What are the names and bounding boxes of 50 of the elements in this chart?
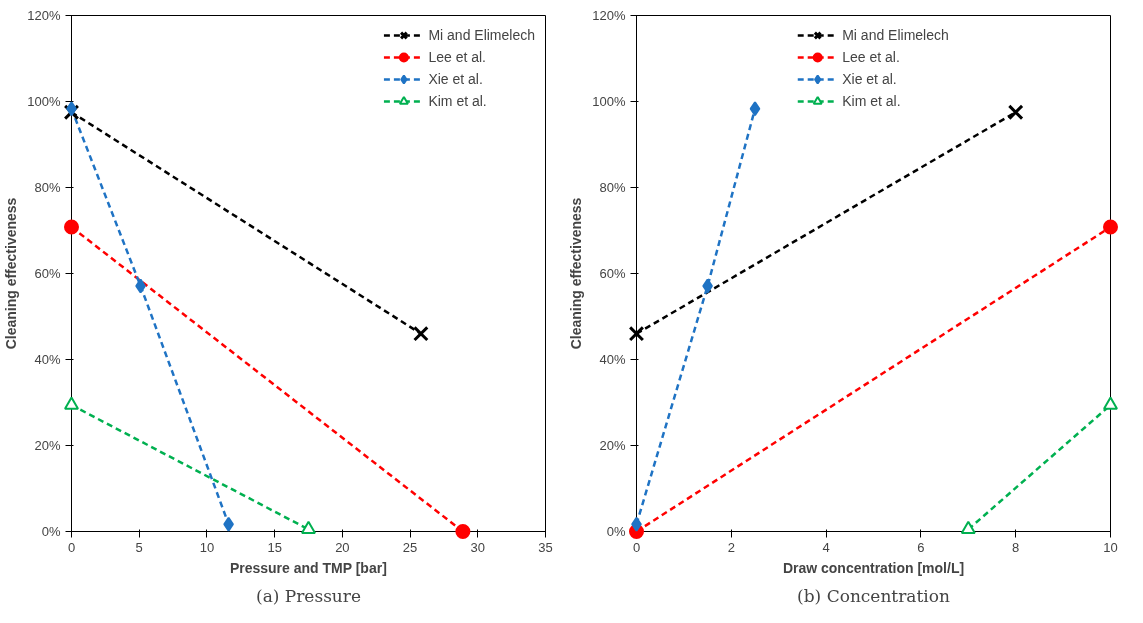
point [1103, 219, 1118, 235]
x-tick-label: 0 [632, 539, 641, 555]
x-tick-label: 4 [822, 539, 830, 555]
point [1007, 104, 1024, 121]
legend-label: Lee et al. [428, 49, 486, 65]
text: (b) Concentration [797, 585, 950, 606]
y-tick-label: 100% [592, 94, 626, 109]
x-tick-label: 0 [67, 539, 76, 555]
legend-label: Mi and Elimelech [842, 27, 949, 43]
x-tick-label: 10 [199, 539, 215, 555]
legend-label: Xie et al. [428, 71, 483, 87]
point [63, 104, 80, 121]
x-tick-label: 5 [135, 539, 143, 555]
point [413, 325, 429, 342]
x-tick-label: 6 [917, 539, 925, 555]
y-tick-label: 40% [599, 352, 626, 367]
legend-label: Kim et al. [428, 93, 487, 109]
legend-label: Xie et al. [842, 71, 897, 87]
y-tick-label: 20% [34, 438, 61, 453]
legend-label: Mi and Elimelech [428, 27, 535, 43]
point [628, 325, 645, 342]
x-tick-label: 30 [470, 539, 486, 555]
y-tick-label: 100% [27, 94, 61, 109]
point [64, 219, 79, 235]
x-tick-label: 25 [402, 539, 418, 555]
legend-label: Lee et al. [842, 49, 900, 65]
y-tick-label: 120% [592, 8, 626, 23]
y-tick-label: 0% [606, 524, 626, 539]
text: (a) Pressure [255, 585, 362, 606]
y-axis-title: Cleaning effectiveness [3, 197, 20, 350]
x-tick-label: 20 [335, 539, 350, 555]
legend-label: Kim et al. [842, 93, 901, 109]
x-tick-label: 10 [1103, 539, 1118, 555]
point [749, 101, 761, 117]
y-tick-label: 80% [34, 180, 61, 195]
y-tick-label: 60% [34, 266, 61, 281]
y-tick-label: 0% [41, 524, 61, 539]
x-axis-title: Draw concentration [mol/L] [782, 559, 965, 576]
x-tick-label: 8 [1012, 539, 1020, 555]
x-tick-label: 15 [267, 539, 282, 555]
y-tick-label: 60% [599, 266, 626, 281]
y-axis-title: Cleaning effectiveness [568, 197, 585, 350]
y-tick-label: 80% [599, 180, 626, 195]
y-tick-label: 20% [599, 438, 626, 453]
y-tick-label: 120% [27, 8, 61, 23]
point [455, 524, 471, 539]
x-tick-label: 35 [538, 539, 553, 555]
x-axis-title: Pressure and TMP [bar] [229, 559, 387, 576]
x-tick-label: 2 [727, 539, 735, 555]
y-tick-label: 40% [34, 352, 61, 367]
